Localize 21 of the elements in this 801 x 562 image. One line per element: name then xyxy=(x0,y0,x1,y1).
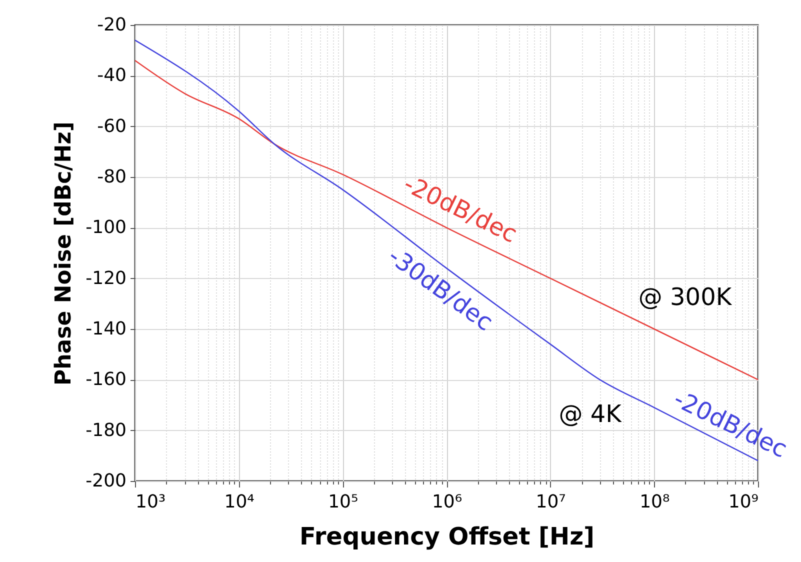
x-axis-title: Frequency Offset [Hz] xyxy=(299,522,595,550)
y-tick-label: -80 xyxy=(97,166,126,188)
annotation: @ 300K xyxy=(638,283,733,311)
y-tick-label: -40 xyxy=(97,65,126,86)
x-tick-label: 10⁸ xyxy=(640,492,670,512)
x-tick-label: 10⁶ xyxy=(432,492,462,512)
x-tick-label: 10⁹ xyxy=(728,492,758,512)
y-tick-label: -180 xyxy=(86,420,126,441)
x-tick-label: 10⁷ xyxy=(536,492,566,512)
y-tick-label: -200 xyxy=(86,470,126,492)
y-axis-title: Phase Noise [dBc/Hz] xyxy=(52,122,77,386)
y-tick-label: -160 xyxy=(86,369,126,390)
y-tick-label: -20 xyxy=(97,14,126,36)
y-tick-label: -60 xyxy=(97,116,126,137)
x-tick-label: 10⁵ xyxy=(328,492,358,512)
annotation: @ 4K xyxy=(558,400,623,428)
x-tick-label: 10³ xyxy=(136,492,166,512)
y-tick-label: -140 xyxy=(86,318,126,340)
x-tick-label: 10⁴ xyxy=(224,492,254,512)
y-tick-label: -100 xyxy=(86,217,126,238)
y-tick-label: -120 xyxy=(86,268,126,289)
